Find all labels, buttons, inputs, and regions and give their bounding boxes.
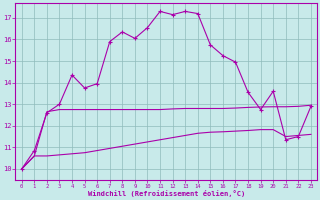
X-axis label: Windchill (Refroidissement éolien,°C): Windchill (Refroidissement éolien,°C) (88, 190, 245, 197)
